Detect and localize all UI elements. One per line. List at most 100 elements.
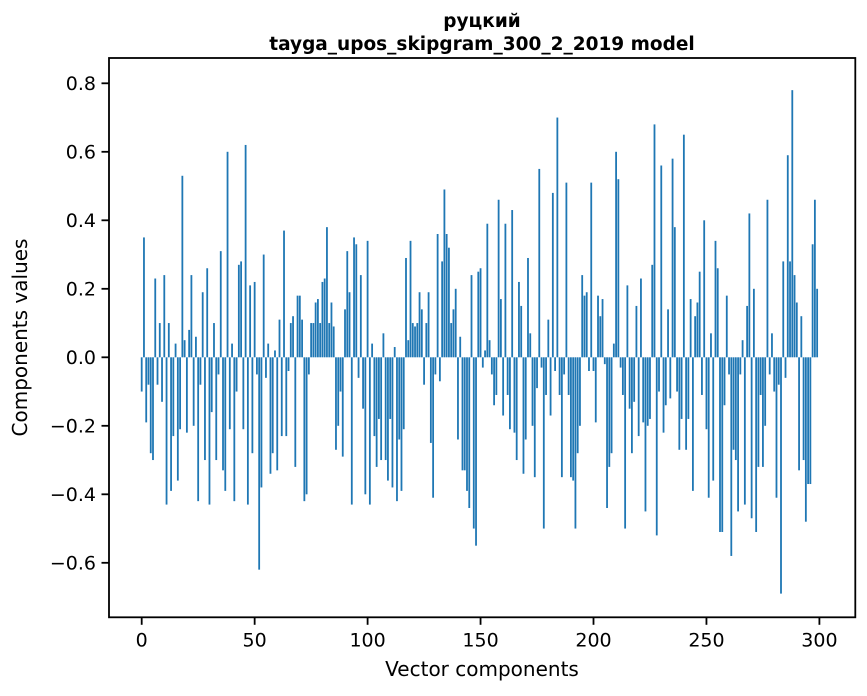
bar: [549, 357, 552, 416]
bar: [780, 357, 782, 594]
bar: [574, 357, 577, 529]
bar: [161, 357, 163, 402]
bar: [443, 189, 446, 358]
bar: [269, 357, 272, 474]
bar: [592, 357, 595, 371]
bar: [344, 309, 346, 358]
bar: [305, 357, 308, 495]
bar: [271, 357, 274, 454]
bar: [402, 357, 405, 430]
x-tick-label: 0: [136, 629, 148, 651]
bar: [192, 357, 195, 426]
bar: [373, 357, 376, 437]
bar: [181, 175, 184, 358]
bar: [346, 251, 349, 358]
bar: [798, 357, 800, 471]
bar: [811, 244, 814, 358]
bar: [782, 261, 785, 358]
bar: [642, 357, 645, 423]
bar: [757, 357, 760, 467]
bar: [246, 357, 249, 505]
bar: [429, 357, 432, 443]
y-tick-label: −0.6: [50, 552, 96, 574]
bar: [400, 357, 403, 491]
bar: [310, 323, 313, 358]
bar: [617, 179, 620, 358]
bar: [201, 292, 204, 358]
bar: [215, 357, 218, 461]
bar: [497, 199, 500, 358]
bar: [427, 292, 430, 358]
x-axis-label: Vector components: [385, 657, 579, 681]
bar: [716, 268, 719, 358]
bar: [762, 357, 764, 467]
bar: [371, 343, 374, 358]
x-tick-label: 250: [688, 629, 724, 651]
bar: [698, 271, 701, 358]
bar: [518, 281, 520, 358]
bar: [237, 264, 240, 358]
bar: [396, 357, 398, 502]
bar: [253, 281, 256, 358]
bar: [244, 144, 247, 358]
bar: [289, 323, 292, 358]
bar: [556, 117, 559, 358]
bar: [601, 299, 604, 358]
bar: [380, 357, 383, 461]
chart-title-model: tayga_upos_skipgram_300_2_2019 model: [269, 34, 695, 55]
bar: [791, 90, 794, 358]
bar: [540, 357, 543, 368]
bar: [398, 357, 401, 440]
bar: [256, 357, 258, 375]
bar: [527, 257, 529, 358]
bar: [608, 357, 611, 467]
bar: [725, 295, 728, 358]
bar: [750, 357, 753, 519]
bar: [773, 357, 776, 392]
bar: [262, 254, 265, 358]
bar: [339, 357, 342, 392]
bar: [804, 357, 807, 522]
bar: [140, 357, 143, 392]
bar: [477, 271, 480, 358]
bar: [276, 357, 279, 471]
bar: [292, 316, 294, 358]
bar: [434, 357, 437, 375]
bar: [743, 357, 746, 505]
bar: [759, 357, 762, 395]
y-tick-label: 0.8: [66, 73, 96, 95]
bar: [612, 343, 615, 358]
bar: [481, 357, 484, 368]
bar: [509, 357, 511, 430]
x-tick-label: 300: [801, 629, 837, 651]
bar: [576, 357, 579, 454]
bar: [448, 247, 450, 358]
bar: [188, 329, 191, 358]
bar: [249, 285, 252, 358]
bar: [676, 357, 678, 392]
x-tick-label: 200: [575, 629, 611, 651]
y-tick-label: −0.2: [50, 415, 96, 437]
x-tick-label: 150: [462, 629, 498, 651]
bar: [389, 357, 392, 419]
bar: [341, 357, 344, 457]
bar: [513, 357, 516, 433]
bar: [547, 319, 550, 358]
bar: [502, 357, 505, 416]
bar: [350, 357, 353, 505]
bar: [364, 357, 367, 495]
bar: [565, 182, 568, 358]
bar: [536, 357, 538, 389]
bar: [450, 323, 453, 358]
bar: [145, 357, 148, 423]
bar: [771, 333, 773, 358]
bar: [495, 357, 498, 395]
bar: [420, 309, 423, 358]
bar: [524, 357, 527, 440]
bar: [409, 240, 412, 358]
bar: [195, 336, 197, 358]
bar: [332, 326, 335, 358]
bar: [723, 357, 726, 406]
bar: [454, 288, 457, 358]
bar: [490, 357, 493, 375]
